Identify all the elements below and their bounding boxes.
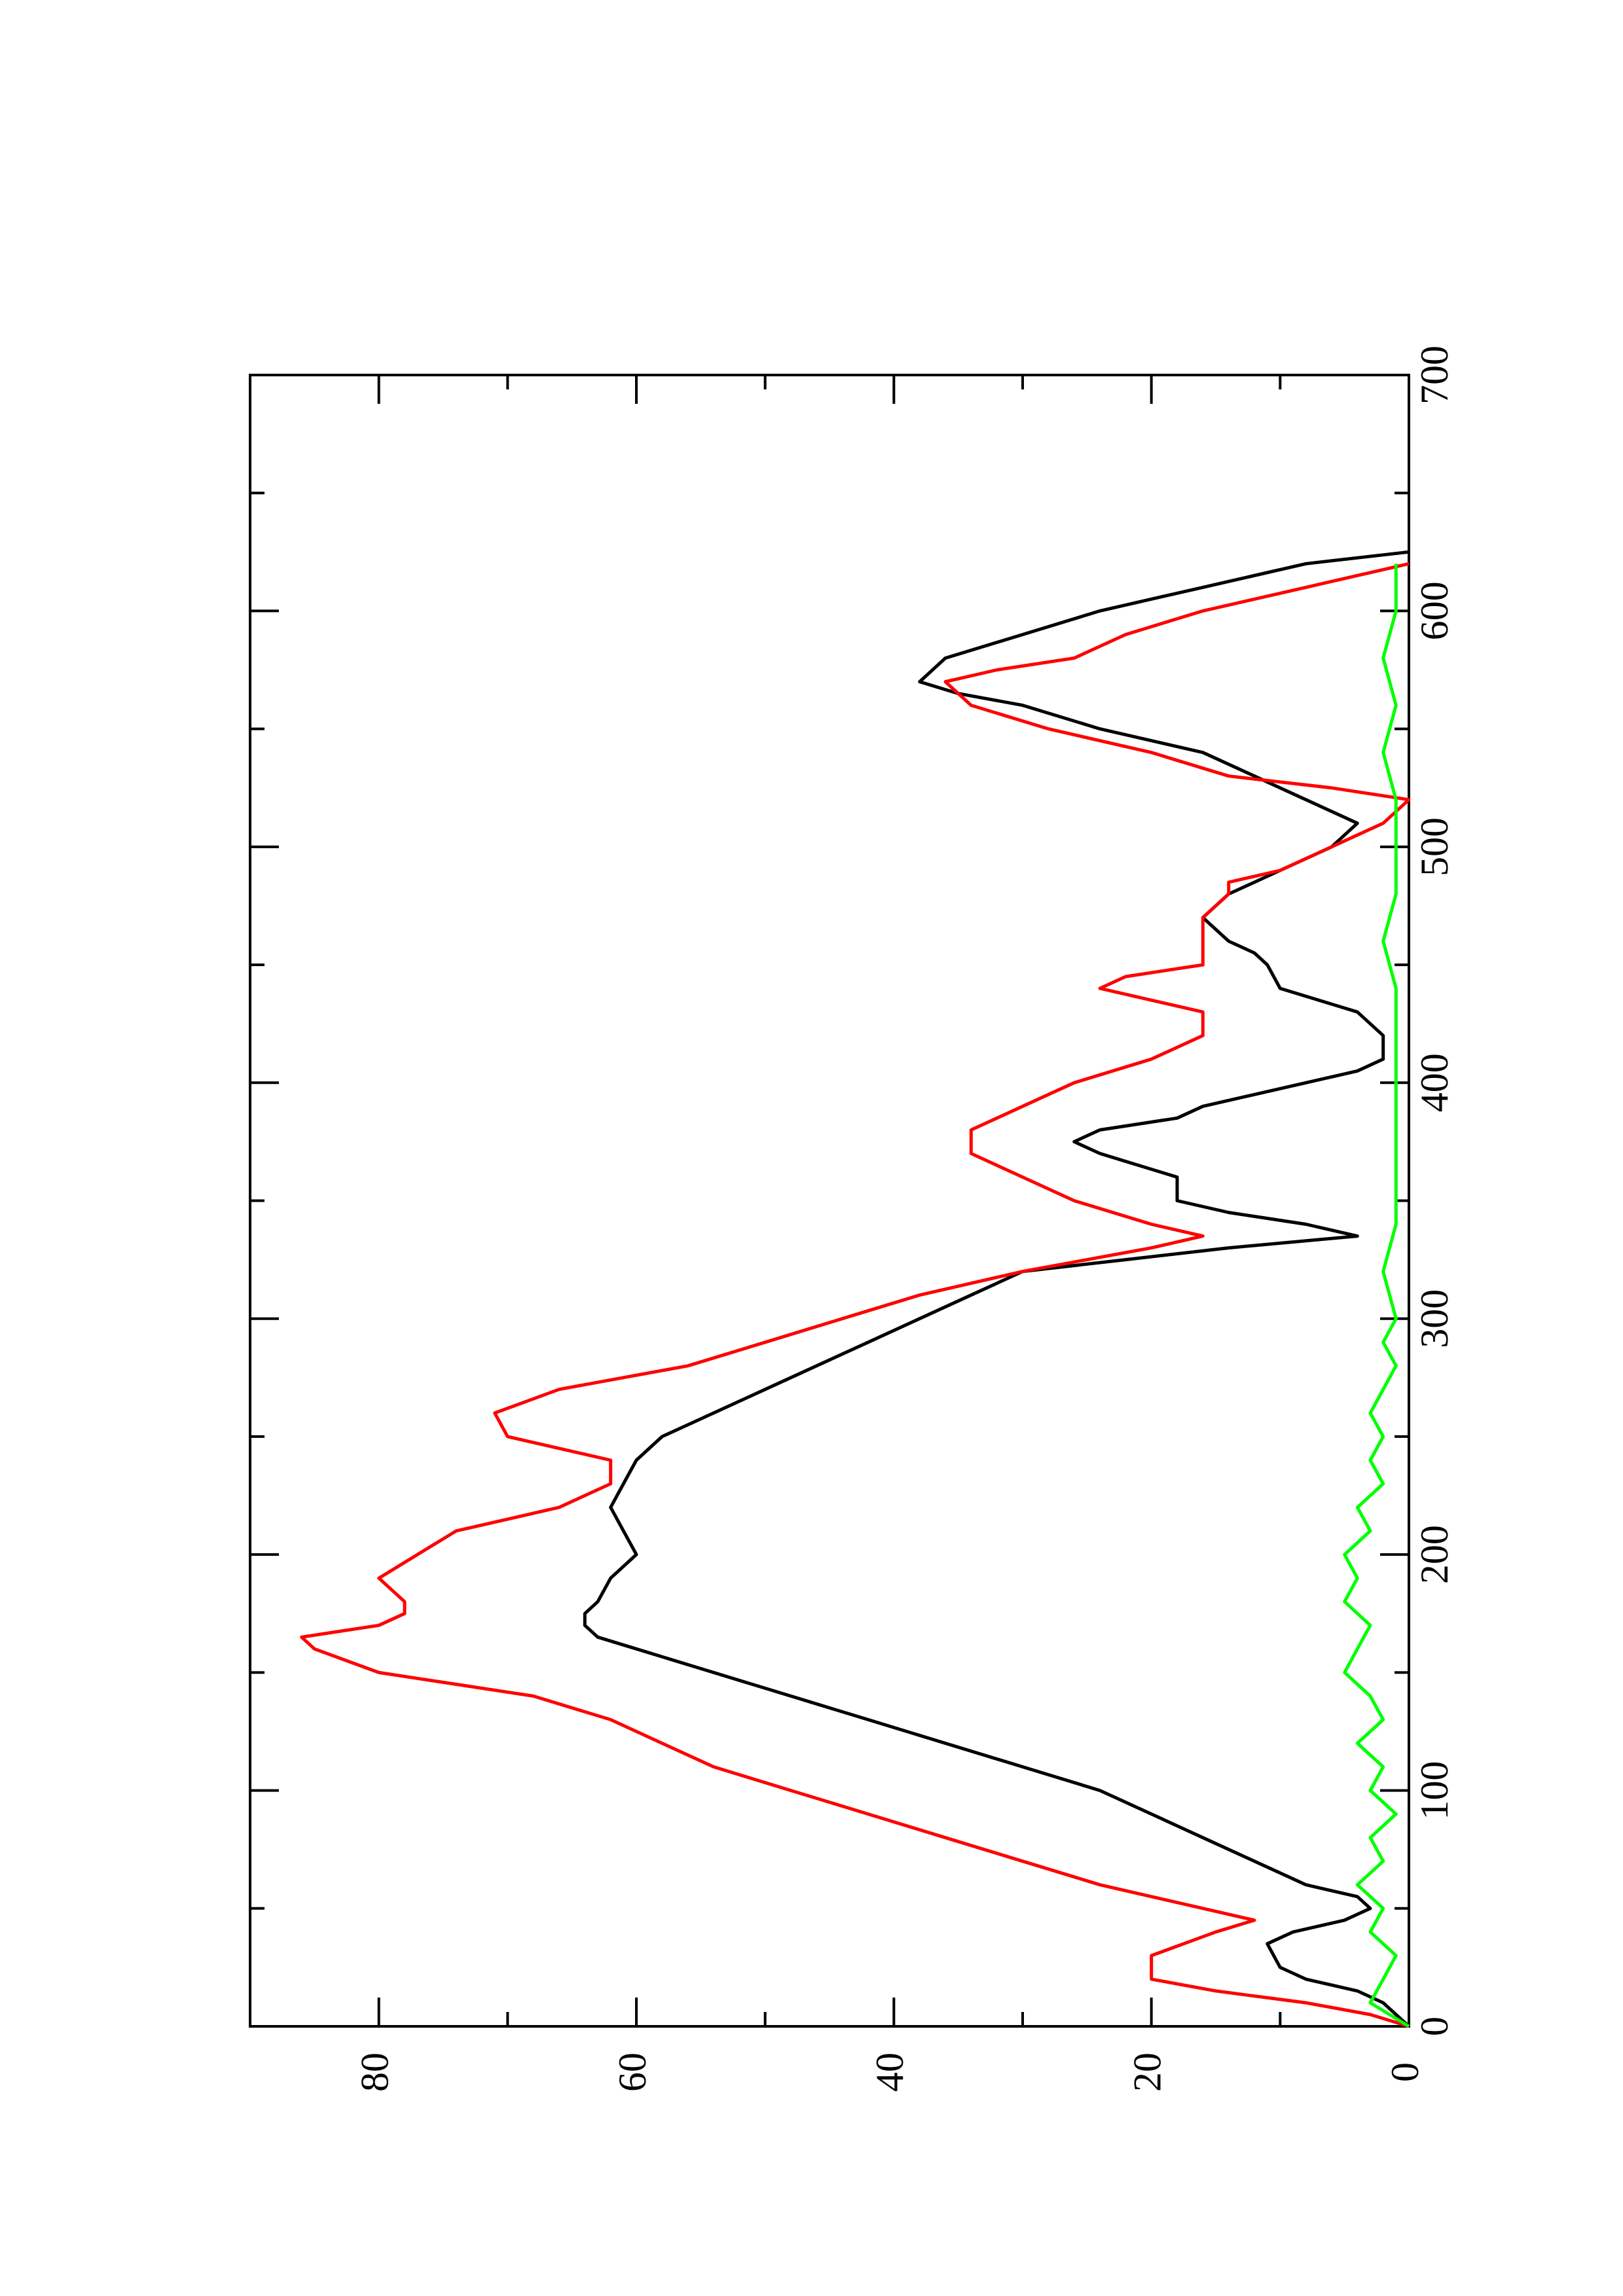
x-tick-label-300: 300 bbox=[1413, 1289, 1456, 1348]
y-tick-label-0: 0 bbox=[1383, 2062, 1427, 2082]
series-line-3 bbox=[1343, 564, 1410, 2028]
tick-labels: 0 100 200 300 400 500 600 700 0 20 40 60 80 bbox=[353, 346, 1455, 2092]
y-tick-label-60: 60 bbox=[611, 2053, 654, 2092]
x-tick-label-500: 500 bbox=[1413, 817, 1456, 876]
y-tick-label-40: 40 bbox=[868, 2053, 911, 2092]
axis-ticks bbox=[250, 374, 1410, 2028]
x-tick-label-200: 200 bbox=[1413, 1525, 1456, 1584]
y-tick-label-20: 20 bbox=[1125, 2053, 1169, 2092]
series-line-1 bbox=[583, 550, 1410, 2028]
x-tick-label-700: 700 bbox=[1413, 346, 1456, 404]
plot-frame bbox=[249, 374, 1410, 2028]
x-tick-label-100: 100 bbox=[1413, 1761, 1456, 1820]
y-tick-label-80: 80 bbox=[353, 2053, 396, 2092]
x-tick-label-0: 0 bbox=[1413, 2017, 1456, 2036]
series-line-2 bbox=[300, 562, 1411, 2028]
x-tick-label-400: 400 bbox=[1413, 1053, 1456, 1112]
x-tick-label-600: 600 bbox=[1413, 581, 1456, 640]
series-group bbox=[300, 550, 1411, 2028]
